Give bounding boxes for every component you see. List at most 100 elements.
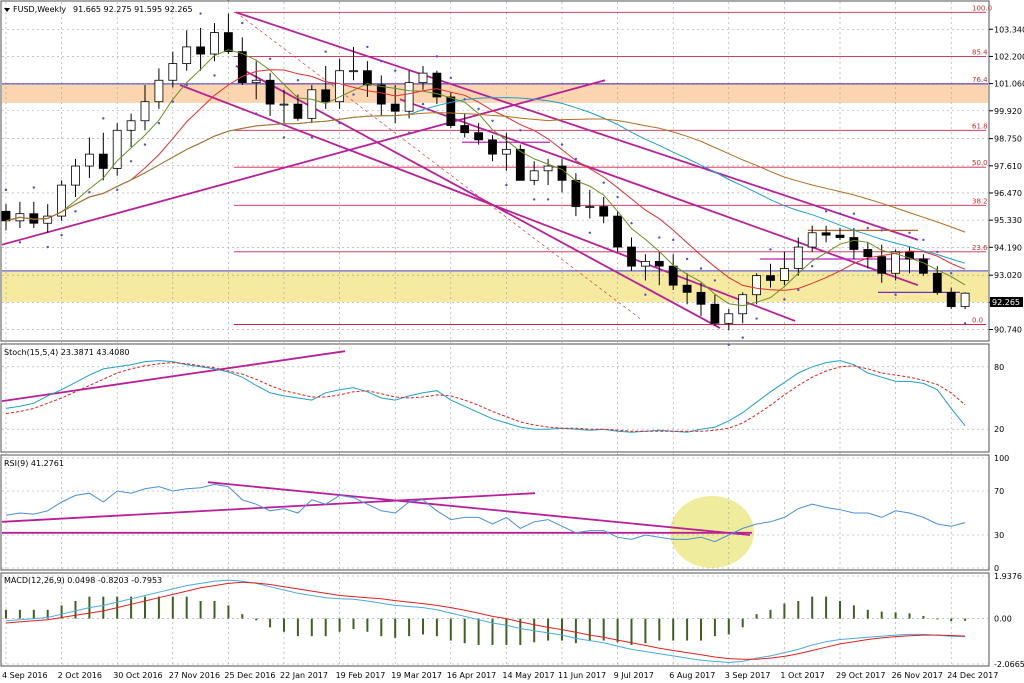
- candle[interactable]: [919, 254, 928, 276]
- candle-body[interactable]: [960, 292, 970, 308]
- candle-body[interactable]: [696, 291, 706, 305]
- candle[interactable]: [793, 237, 803, 276]
- candle[interactable]: [641, 254, 650, 281]
- price-pane[interactable]: [0, 0, 990, 342]
- candle-body[interactable]: [905, 251, 914, 260]
- candle-body[interactable]: [863, 249, 873, 257]
- candle-body[interactable]: [891, 251, 900, 274]
- candle-body[interactable]: [237, 51, 247, 84]
- candle-body[interactable]: [488, 139, 497, 155]
- candle[interactable]: [321, 65, 331, 109]
- candle[interactable]: [891, 249, 900, 281]
- candle[interactable]: [112, 123, 122, 176]
- candle-body[interactable]: [529, 170, 539, 181]
- rsi-pane[interactable]: [0, 454, 990, 571]
- candle[interactable]: [668, 254, 678, 290]
- candle[interactable]: [279, 89, 289, 124]
- candle-body[interactable]: [724, 313, 734, 324]
- candle-body[interactable]: [362, 70, 372, 86]
- candle-body[interactable]: [321, 89, 331, 103]
- candle[interactable]: [780, 251, 789, 286]
- candle[interactable]: [307, 85, 317, 124]
- candles-layer[interactable]: [1, 13, 970, 331]
- candle-body[interactable]: [613, 215, 622, 248]
- macd-pane[interactable]: [0, 572, 990, 667]
- candle[interactable]: [557, 158, 567, 193]
- candle-body[interactable]: [501, 148, 511, 155]
- candle[interactable]: [126, 113, 136, 147]
- candle-body[interactable]: [766, 275, 775, 281]
- candle-body[interactable]: [515, 148, 525, 181]
- candle-body[interactable]: [752, 275, 761, 296]
- candle-body[interactable]: [877, 256, 887, 274]
- candle[interactable]: [849, 228, 859, 259]
- candle-body[interactable]: [210, 32, 219, 55]
- candle[interactable]: [168, 51, 178, 88]
- candle[interactable]: [835, 228, 845, 240]
- candle-body[interactable]: [446, 96, 456, 126]
- candle-body[interactable]: [404, 82, 414, 112]
- candle-body[interactable]: [182, 46, 192, 64]
- candle[interactable]: [15, 201, 25, 228]
- candle-body[interactable]: [57, 184, 66, 217]
- candle-body[interactable]: [682, 284, 692, 293]
- candle-body[interactable]: [307, 89, 317, 119]
- candle[interactable]: [515, 144, 525, 181]
- candle[interactable]: [863, 242, 873, 269]
- candle[interactable]: [154, 68, 164, 109]
- candle-body[interactable]: [668, 265, 678, 286]
- candle-body[interactable]: [112, 129, 122, 169]
- candle-body[interactable]: [835, 234, 845, 238]
- candle[interactable]: [1, 204, 11, 231]
- candle[interactable]: [682, 273, 692, 305]
- candle[interactable]: [293, 94, 303, 121]
- candle-body[interactable]: [932, 272, 942, 293]
- candle-body[interactable]: [251, 79, 261, 84]
- candle[interactable]: [71, 158, 80, 198]
- candle-body[interactable]: [919, 258, 928, 274]
- candle[interactable]: [210, 23, 219, 62]
- candle-body[interactable]: [807, 232, 817, 248]
- candle[interactable]: [807, 225, 817, 252]
- candle-body[interactable]: [418, 72, 428, 84]
- candle-body[interactable]: [599, 206, 609, 217]
- candle-body[interactable]: [390, 103, 400, 112]
- candle[interactable]: [376, 75, 386, 116]
- candle[interactable]: [237, 37, 247, 86]
- candle[interactable]: [627, 237, 636, 271]
- candle-body[interactable]: [821, 232, 831, 236]
- candle-body[interactable]: [335, 70, 345, 103]
- candle[interactable]: [946, 287, 956, 310]
- candle-body[interactable]: [738, 294, 748, 315]
- candle-body[interactable]: [154, 79, 164, 103]
- candle-body[interactable]: [474, 132, 484, 141]
- candle[interactable]: [432, 70, 442, 105]
- candle[interactable]: [543, 158, 553, 186]
- candle[interactable]: [182, 30, 192, 71]
- candle-body[interactable]: [571, 179, 581, 207]
- candle-body[interactable]: [793, 246, 803, 269]
- candle[interactable]: [460, 113, 470, 138]
- candle[interactable]: [251, 61, 261, 100]
- candle[interactable]: [98, 132, 108, 181]
- candle[interactable]: [571, 173, 581, 217]
- candle[interactable]: [821, 225, 831, 243]
- candle-body[interactable]: [126, 120, 136, 131]
- candle[interactable]: [404, 70, 414, 119]
- candle-body[interactable]: [1, 210, 11, 222]
- candle[interactable]: [932, 266, 942, 295]
- candle-body[interactable]: [654, 260, 664, 267]
- candle-body[interactable]: [349, 70, 358, 73]
- candle[interactable]: [390, 85, 400, 124]
- candle-body[interactable]: [432, 72, 442, 98]
- candle[interactable]: [654, 251, 664, 286]
- stoch-pane[interactable]: [0, 343, 990, 453]
- candle-body[interactable]: [265, 79, 275, 105]
- candle[interactable]: [599, 197, 609, 224]
- candle[interactable]: [696, 282, 706, 317]
- candle[interactable]: [710, 294, 720, 326]
- candle[interactable]: [738, 292, 748, 324]
- candle-body[interactable]: [71, 165, 80, 186]
- candle-body[interactable]: [140, 101, 150, 122]
- candle-body[interactable]: [223, 32, 233, 53]
